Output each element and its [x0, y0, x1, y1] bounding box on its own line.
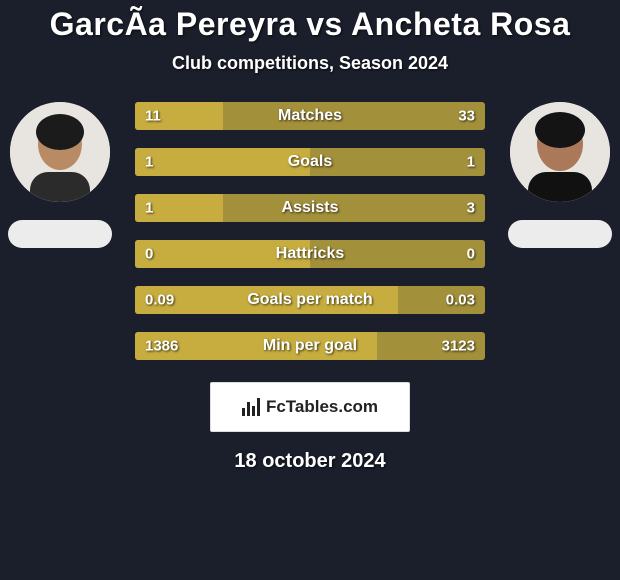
stat-bar: 0 Hattricks 0 — [135, 240, 485, 268]
branding-badge: FcTables.com — [210, 382, 410, 432]
stat-bar: 1386 Min per goal 3123 — [135, 332, 485, 360]
player-right-column — [500, 102, 620, 248]
stat-value-right: 3 — [467, 200, 475, 217]
stat-value-left: 1386 — [145, 338, 178, 355]
stat-value-left: 1 — [145, 200, 153, 217]
stat-bar: 1 Goals 1 — [135, 148, 485, 176]
stat-value-right: 0 — [467, 246, 475, 263]
stat-label: Goals per match — [247, 291, 372, 309]
stat-label: Goals — [288, 153, 332, 171]
comparison-card: GarcÃ­a Pereyra vs Ancheta Rosa Club com… — [0, 0, 620, 580]
stat-label: Assists — [282, 199, 339, 217]
player-right-club-logo — [508, 220, 612, 248]
person-icon — [510, 102, 610, 202]
date-text: 18 october 2024 — [0, 450, 620, 473]
compare-area: 11Matches331Goals11Assists30Hattricks00.… — [0, 102, 620, 360]
stat-value-left: 11 — [145, 108, 161, 125]
stat-value-left: 1 — [145, 154, 153, 171]
stat-value-right: 3123 — [442, 338, 475, 355]
stat-bar-left-fill — [135, 148, 310, 176]
player-right-avatar — [510, 102, 610, 202]
stat-value-right: 0.03 — [446, 292, 475, 309]
player-left-club-logo — [8, 220, 112, 248]
stat-label: Matches — [278, 107, 342, 125]
branding-text: FcTables.com — [266, 397, 378, 417]
stat-value-right: 1 — [467, 154, 475, 171]
stat-bar: 1 Assists 3 — [135, 194, 485, 222]
chart-icon — [242, 398, 260, 416]
stat-value-right: 33 — [458, 108, 475, 125]
stat-value-left: 0.09 — [145, 292, 174, 309]
stat-bar: 11 Matches 33 — [135, 102, 485, 130]
player-left-column — [0, 102, 120, 248]
stat-value-left: 0 — [145, 246, 153, 263]
subtitle: Club competitions, Season 2024 — [0, 53, 620, 74]
person-icon — [10, 102, 110, 202]
stat-bars: 11Matches331Goals11Assists30Hattricks00.… — [135, 102, 485, 360]
stat-bar: 0.09 Goals per match 0.03 — [135, 286, 485, 314]
stat-label: Min per goal — [263, 337, 357, 355]
player-left-avatar — [10, 102, 110, 202]
stat-label: Hattricks — [276, 245, 344, 263]
page-title: GarcÃ­a Pereyra vs Ancheta Rosa — [0, 6, 620, 43]
